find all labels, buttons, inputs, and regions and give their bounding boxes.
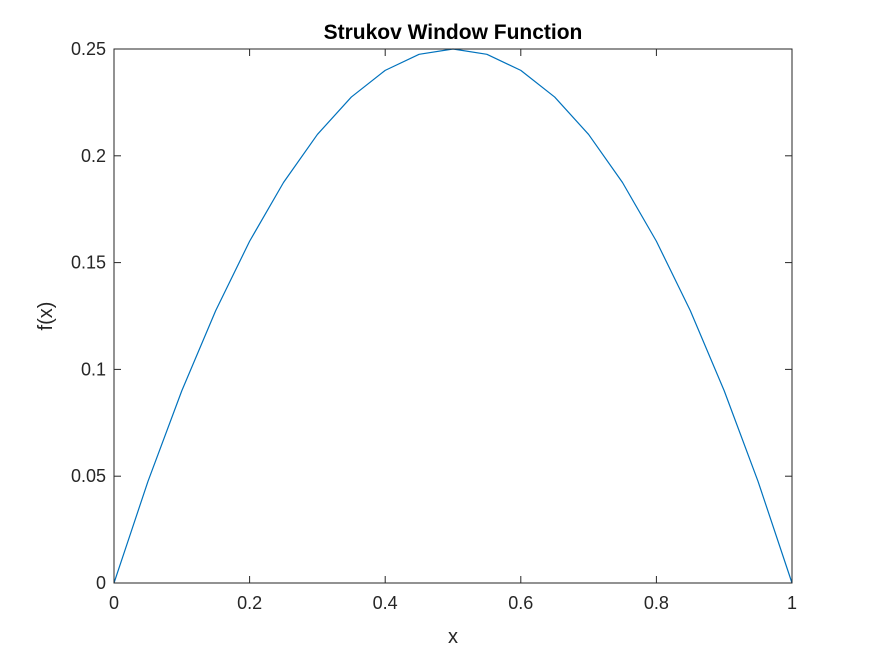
x-tick-label: 0.2 — [237, 593, 262, 613]
y-axis-label: f(x) — [35, 302, 57, 331]
y-tick-label: 0 — [96, 573, 106, 593]
plot-area — [114, 49, 792, 583]
x-tick-label: 0.8 — [644, 593, 669, 613]
x-axis-label: x — [448, 626, 458, 648]
chart-title: Strukov Window Function — [324, 21, 583, 44]
y-tick-label: 0.25 — [71, 39, 106, 59]
x-tick-labels: 0 0.2 0.4 0.6 0.8 1 — [109, 593, 797, 613]
x-tick-label: 0.6 — [508, 593, 533, 613]
x-tick-label: 1 — [787, 593, 797, 613]
x-tick-label: 0 — [109, 593, 119, 613]
y-tick-label: 0.1 — [81, 359, 106, 379]
y-tick-label: 0.05 — [71, 466, 106, 486]
y-tick-label: 0.2 — [81, 146, 106, 166]
y-tick-label: 0.15 — [71, 253, 106, 273]
y-tick-labels: 0 0.05 0.1 0.15 0.2 0.25 — [71, 39, 106, 593]
x-tick-label: 0.4 — [373, 593, 398, 613]
axes-box — [113, 48, 793, 584]
